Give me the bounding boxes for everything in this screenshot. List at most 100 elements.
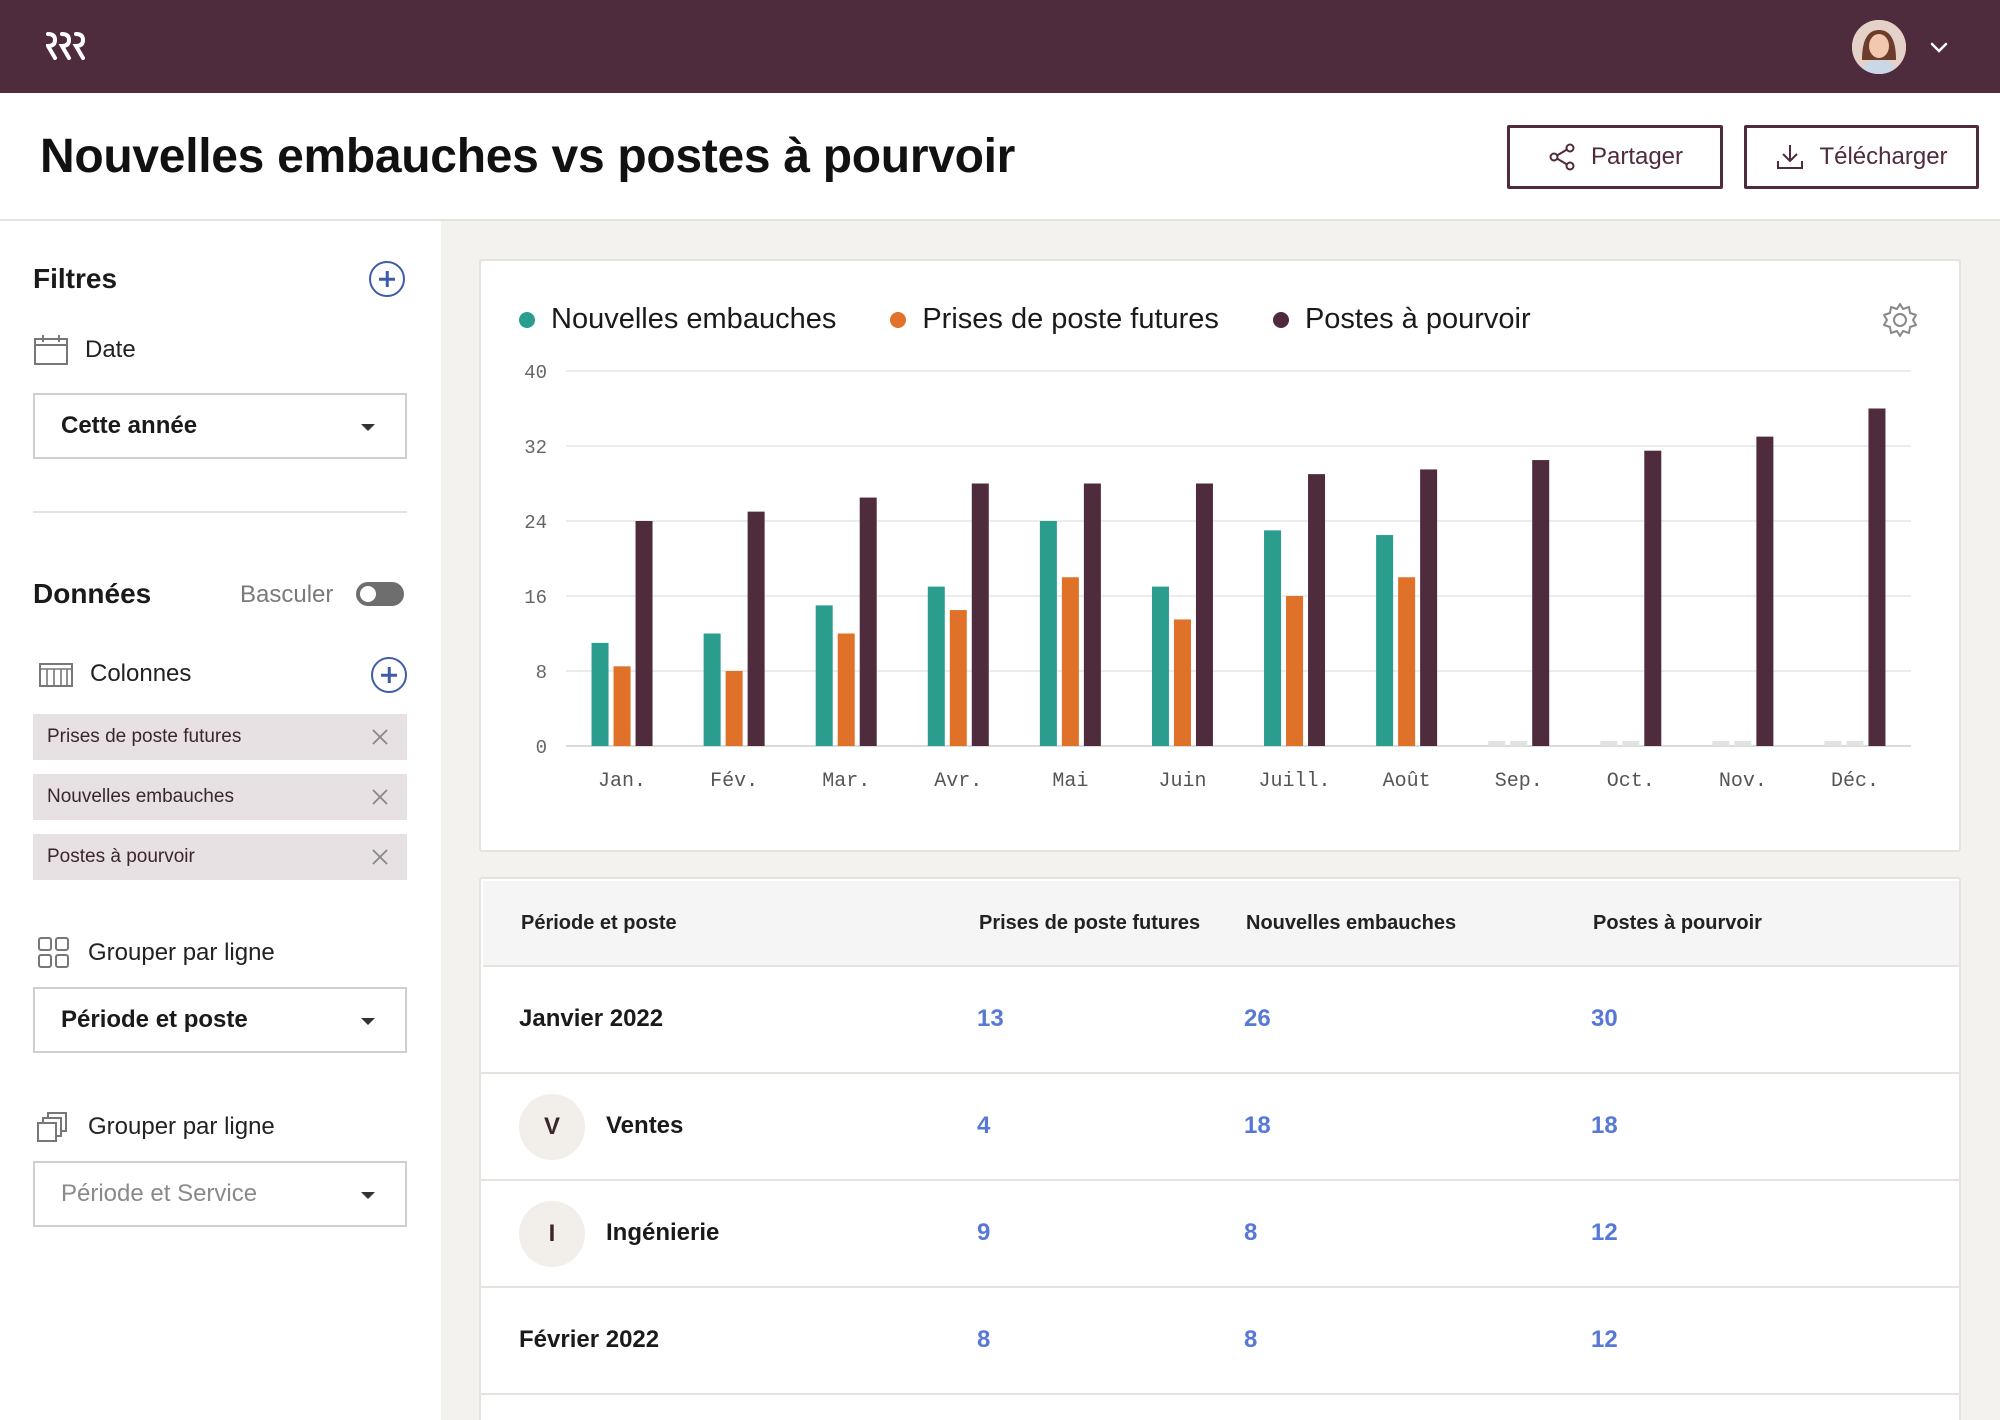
calendar-icon (34, 335, 68, 365)
row-department: Ingénierie (606, 1219, 720, 1246)
close-icon[interactable] (371, 788, 389, 806)
cell-future-starts[interactable]: 9 (977, 1219, 991, 1246)
cell-open-positions[interactable]: 30 (1591, 1005, 1618, 1032)
cell-future-starts[interactable]: 4 (977, 1112, 991, 1139)
legend-dot (890, 311, 907, 328)
close-icon[interactable] (371, 848, 389, 866)
bar-placeholder (1510, 741, 1528, 746)
bar-placeholder (1846, 741, 1864, 746)
chip-label: Prises de poste futures (47, 726, 242, 747)
data-toggle[interactable] (356, 582, 404, 606)
column-header[interactable]: Période et poste (521, 912, 677, 934)
group-service-select[interactable]: Période et Service (33, 1161, 407, 1227)
add-column-icon[interactable] (371, 657, 407, 693)
copy-icon (37, 1112, 67, 1142)
x-tick-label: Juill. (1259, 770, 1331, 793)
sidebar: Filtres Date Cette année Données Bascule… (0, 221, 441, 1420)
close-icon[interactable] (371, 728, 389, 746)
bar-placeholder (1712, 741, 1730, 746)
x-tick-label: Oct. (1607, 770, 1655, 793)
cell-new-hires[interactable]: 8 (1244, 1219, 1258, 1246)
table-row[interactable]: I Ingénierie 9 8 12 (481, 1181, 1959, 1288)
bar (815, 605, 833, 746)
date-select[interactable]: Cette année (33, 393, 407, 459)
bar (1376, 535, 1394, 746)
bar (1420, 469, 1438, 746)
bar (1151, 586, 1169, 746)
column-header[interactable]: Prises de poste futures (979, 912, 1201, 934)
department-badge: I (519, 1201, 585, 1267)
y-tick-label: 32 (524, 437, 547, 459)
chart-legend: Nouvelles embauches Prises de poste futu… (519, 303, 1531, 336)
x-tick-label: Sep. (1495, 770, 1543, 793)
share-label: Partager (1590, 143, 1684, 170)
legend-dot (1272, 311, 1289, 328)
bar (747, 511, 765, 746)
cell-future-starts[interactable]: 13 (977, 1005, 1004, 1032)
page-header: Nouvelles embauches vs postes à pourvoir… (0, 93, 2000, 221)
download-icon (1777, 145, 1804, 169)
group-row-select[interactable]: Période et poste (33, 987, 407, 1053)
share-icon (1549, 143, 1575, 171)
bar-placeholder (1622, 741, 1640, 746)
chevron-down-icon[interactable] (1928, 36, 1950, 58)
x-tick-label: Avr. (934, 770, 982, 793)
columns-label-row: Colonnes (38, 658, 191, 690)
data-title: Données (33, 578, 152, 609)
gear-icon[interactable] (1881, 301, 1919, 339)
date-select-value: Cette année (61, 412, 198, 439)
cell-open-positions[interactable]: 12 (1591, 1326, 1618, 1353)
x-tick-label: Jan. (598, 770, 646, 793)
column-chip: Postes à pourvoir (33, 834, 407, 880)
department-badge: V (519, 1094, 585, 1160)
caret-down-icon (361, 1192, 375, 1199)
bar (703, 633, 721, 746)
column-header[interactable]: Nouvelles embauches (1246, 912, 1457, 934)
column-chip: Prises de poste futures (33, 714, 407, 760)
y-tick-label: 8 (536, 662, 547, 684)
cell-new-hires[interactable]: 8 (1244, 1326, 1258, 1353)
date-label: Date (85, 336, 136, 363)
cell-open-positions[interactable]: 18 (1591, 1112, 1618, 1139)
grid-icon (38, 937, 69, 968)
y-tick-label: 0 (536, 737, 547, 759)
table-row[interactable]: Février 2022 8 8 12 (481, 1288, 1959, 1395)
cell-future-starts[interactable]: 8 (977, 1326, 991, 1353)
filters-title: Filtres (33, 263, 118, 294)
top-bar (0, 0, 2000, 93)
chip-label: Postes à pourvoir (47, 846, 195, 867)
cell-open-positions[interactable]: 12 (1591, 1219, 1618, 1246)
group-service-select-value: Période et Service (61, 1180, 258, 1207)
avatar[interactable] (1852, 20, 1906, 74)
bar (971, 483, 989, 746)
x-tick-label: Nov. (1719, 770, 1767, 793)
table-row[interactable]: Janvier 2022 13 26 30 (481, 967, 1959, 1074)
data-table: Période et poste Prises de poste futures… (479, 877, 1961, 1420)
bar (1644, 450, 1662, 746)
y-tick-label: 16 (524, 587, 547, 609)
column-header[interactable]: Postes à pourvoir (1593, 912, 1762, 934)
bar (1286, 596, 1304, 746)
share-button[interactable]: Partager (1507, 125, 1723, 189)
legend-item: Nouvelles embauches (519, 303, 836, 336)
bar-placeholder (1600, 741, 1618, 746)
caret-down-icon (361, 424, 375, 431)
row-department: Ventes (606, 1112, 684, 1139)
date-filter-label: Date (33, 334, 136, 366)
caret-down-icon (361, 1018, 375, 1025)
main-content: Nouvelles embauches Prises de poste futu… (441, 221, 2000, 1420)
logo-icon[interactable] (46, 31, 90, 61)
download-label: Télécharger (1819, 143, 1948, 170)
legend-item: Prises de poste futures (890, 303, 1219, 336)
bar (725, 671, 743, 746)
x-tick-label: Juin (1158, 770, 1206, 793)
x-tick-label: Mai (1052, 770, 1088, 793)
table-row[interactable]: V Ventes 4 18 18 (481, 1074, 1959, 1181)
add-filter-icon[interactable] (369, 261, 405, 297)
chart-card: Nouvelles embauches Prises de poste futu… (479, 259, 1961, 852)
download-button[interactable]: Télécharger (1744, 125, 1979, 189)
cell-new-hires[interactable]: 26 (1244, 1005, 1271, 1032)
bar (1083, 483, 1101, 746)
cell-new-hires[interactable]: 18 (1244, 1112, 1271, 1139)
x-tick-label: Déc. (1831, 770, 1879, 793)
